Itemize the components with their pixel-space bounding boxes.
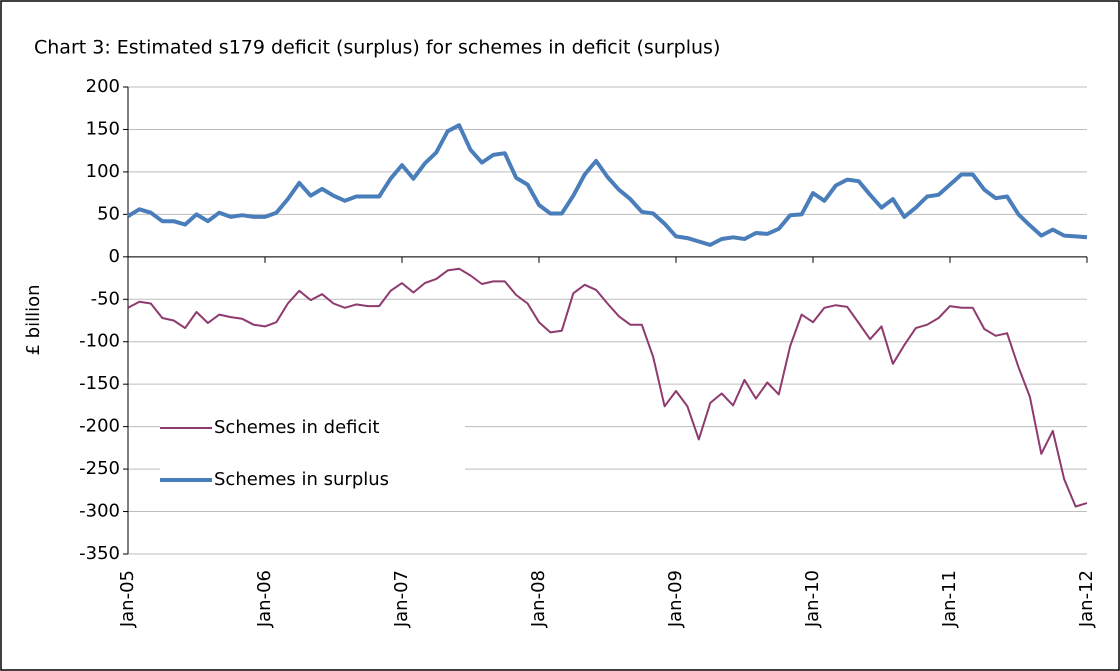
x-tick-label: Jan-06 [254, 570, 275, 628]
y-tick-label: 50 [97, 203, 120, 224]
y-tick-label: -300 [79, 501, 120, 522]
y-tick-label: -100 [79, 331, 120, 352]
series-line [126, 123, 1088, 247]
y-tick-label: 100 [86, 161, 120, 182]
x-tick-label: Jan-09 [665, 570, 686, 628]
y-tick-label: -250 [79, 458, 120, 479]
y-axis-label: £ billion [23, 284, 44, 355]
x-tick-label: Jan-08 [528, 570, 549, 628]
y-tick-label: -150 [79, 373, 120, 394]
x-tick-label: Jan-07 [391, 570, 412, 628]
y-tick-label: 150 [86, 118, 120, 139]
x-tick-label: Jan-10 [802, 570, 823, 628]
legend-label: Schemes in surplus [214, 469, 389, 490]
y-tick-label: 200 [86, 76, 120, 97]
y-tick-label: -50 [91, 288, 120, 309]
y-tick-label: -200 [79, 416, 120, 437]
series-line [127, 267, 1088, 508]
x-tick-label: Jan-11 [939, 570, 960, 628]
x-tick-label: Jan-05 [117, 570, 138, 628]
legend-box [160, 402, 465, 502]
y-tick-label: -350 [79, 543, 120, 564]
x-tick-label: Jan-12 [1076, 570, 1097, 628]
y-tick-label: 0 [109, 246, 120, 267]
legend-label: Schemes in deficit [214, 417, 379, 438]
chart-title: Chart 3: Estimated s179 deficit (surplus… [34, 37, 720, 59]
